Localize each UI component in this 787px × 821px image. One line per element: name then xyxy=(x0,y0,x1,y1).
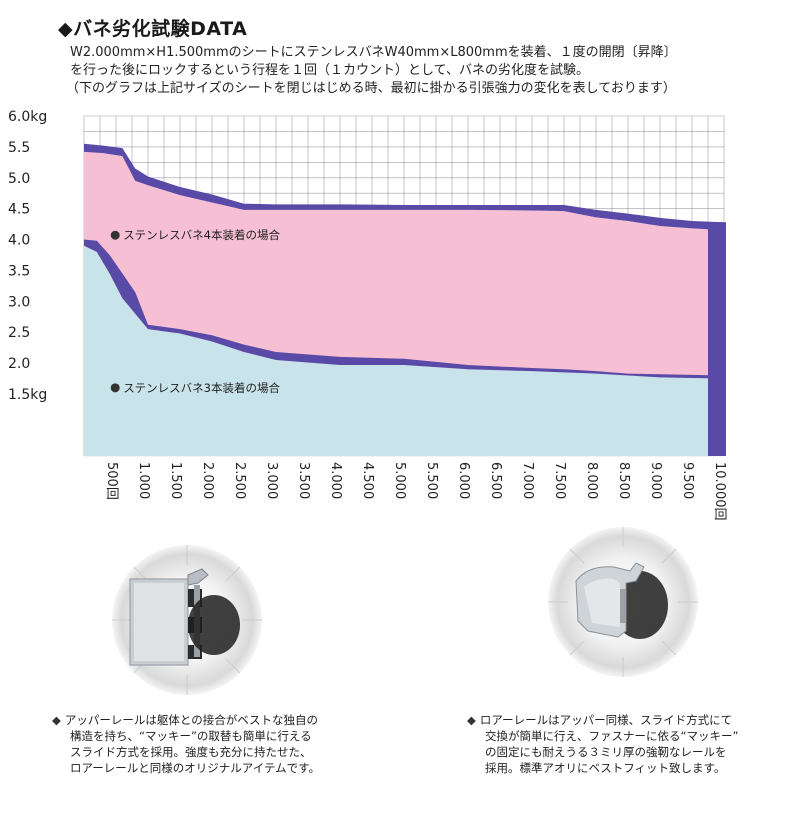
y-tick-label: 5.5 xyxy=(8,140,30,156)
series-3-springs-area xyxy=(84,245,724,456)
x-tick-label: 1.500 xyxy=(168,462,183,499)
series-annotation: ステンレスバネ4本装着の場合 xyxy=(123,228,280,242)
y-tick-label: 1.5kg xyxy=(8,387,47,403)
x-tick-label: 9.000 xyxy=(648,462,663,499)
x-tick-label: 9.500 xyxy=(680,462,695,499)
y-tick-label: 4.0 xyxy=(8,233,30,249)
x-tick-label: 2.500 xyxy=(232,462,247,499)
x-tick-label: 7.000 xyxy=(520,462,535,499)
upper-rail-caption-line-3: スライド方式を採用。強度も充分に持たせた、 xyxy=(70,745,312,759)
page-title: ◆バネ劣化試験DATA xyxy=(58,18,248,40)
y-tick-label: 3.5 xyxy=(8,263,30,279)
lower-rail-caption-line-3: の固定にも耐えうる３ミリ厚の強靭なレールを xyxy=(485,745,727,759)
x-tick-label: 3.500 xyxy=(296,462,311,499)
lower-rail-illustration xyxy=(548,527,698,677)
y-tick-label: 3.0 xyxy=(8,294,30,310)
description-line-1: W2.000mm×H1.500mmのシートにステンレスバネW40mm×L800m… xyxy=(70,45,677,60)
x-tick-label: 4.000 xyxy=(328,462,343,499)
x-tick-label: 8.000 xyxy=(584,462,599,499)
x-tick-label: 10.000回 xyxy=(712,462,727,521)
lower-rail-caption-line-4: 採用。標準アオリにベストフィット致します。 xyxy=(485,761,726,775)
lower-rail-caption: ◆ ロアーレールはアッパー同様、スライド方式にて 交換が簡単に行え、ファスナーに依… xyxy=(467,712,738,776)
lower-rail-caption-line-1: ロアーレールはアッパー同様、スライド方式にて xyxy=(479,713,733,727)
series-4-springs-band xyxy=(84,143,724,231)
description: W2.000mm×H1.500mmのシートにステンレスバネW40mm×L800m… xyxy=(66,44,770,98)
x-tick-label: 6.000 xyxy=(456,462,471,499)
upper-rail-caption: ◆ アッパーレールは躯体との接合がベストな独自の 構造を持ち、“マッキー”の取替も… xyxy=(52,712,320,776)
description-line-2: を行った後にロックするという行程を１回（１カウント）として、バネの劣化度を試験。 xyxy=(70,63,589,78)
x-tick-label: 2.000 xyxy=(200,462,215,499)
y-tick-label: 2.0 xyxy=(8,356,30,372)
x-tick-label: 5.500 xyxy=(424,462,439,499)
end-wall xyxy=(708,222,726,456)
x-tick-label: 5.000 xyxy=(392,462,407,499)
x-tick-label: 3.000 xyxy=(264,462,279,499)
lower-rail-photo xyxy=(548,527,698,677)
x-tick-label: 4.500 xyxy=(360,462,375,499)
upper-rail-illustration xyxy=(112,545,262,695)
y-tick-label: 6.0kg xyxy=(8,109,47,125)
x-tick-label: 6.500 xyxy=(488,462,503,499)
upper-rail-caption-line-4: ロアーレールと同様のオリジナルアイテムです。 xyxy=(70,761,321,775)
upper-rail-photo xyxy=(112,545,262,695)
series-annotation: ステンレスバネ3本装着の場合 xyxy=(123,381,280,395)
upper-rail-caption-line-2: 構造を持ち、“マッキー”の取替も簡単に行える xyxy=(70,729,312,743)
x-tick-label: 1.000 xyxy=(136,462,151,499)
y-tick-label: 5.0 xyxy=(8,171,30,187)
upper-rail-caption-line-1: アッパーレールは躯体との接合がベストな独自の xyxy=(64,713,318,727)
x-tick-label: 500回 xyxy=(104,462,119,500)
x-tick-label: 8.500 xyxy=(616,462,631,499)
y-tick-label: 2.5 xyxy=(8,325,30,341)
y-tick-label: 4.5 xyxy=(8,202,30,218)
bullet-icon: ◆ xyxy=(52,713,61,727)
lower-rail-caption-line-2: 交換が簡単に行え、ファスナーに依る“マッキー” xyxy=(485,729,739,743)
x-tick-label: 7.500 xyxy=(552,462,567,499)
description-line-3: （下のグラフは上記サイズのシートを閉じはじめる時、最初に掛かる引張強力の変化を表… xyxy=(66,81,676,96)
bullet-icon: ◆ xyxy=(467,713,476,727)
legend-dot-icon xyxy=(110,383,120,393)
legend-dot-icon xyxy=(110,230,120,240)
spring-degradation-chart: 6.0kg 5.5 5.0 4.5 4.0 3.5 3.0 2.5 2.0 1.5kg 500回 1… xyxy=(8,109,727,521)
